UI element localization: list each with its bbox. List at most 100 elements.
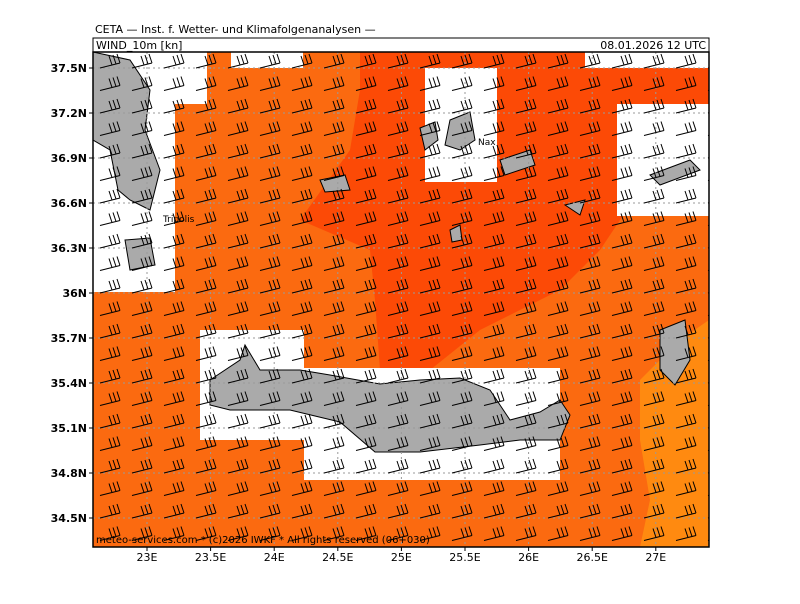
wind-barb [291, 76, 313, 91]
wind-barb [355, 233, 377, 249]
wind-barb [611, 211, 633, 226]
wind-barb [419, 481, 441, 496]
wind-barb [483, 233, 505, 249]
wind-barb [707, 539, 709, 541]
wind-barb [611, 98, 633, 114]
wind-barb [323, 526, 345, 541]
wind-barb [163, 256, 185, 271]
wind-barb [355, 481, 377, 496]
wind-barb [547, 166, 569, 181]
wind-barb [99, 368, 121, 384]
wind-barb [547, 413, 569, 429]
wind-barb [387, 98, 409, 114]
wind-barb [483, 458, 505, 474]
wind-barb [387, 436, 409, 451]
wind-barb [195, 368, 217, 384]
lat-tick-label: 36.3N [51, 242, 87, 255]
wind-barb [707, 449, 709, 451]
wind-barb [515, 503, 537, 519]
wind-barb [259, 391, 281, 406]
wind-barb [611, 53, 633, 69]
wind-barb [163, 481, 185, 496]
wind-barb [547, 323, 569, 339]
wind-barb [483, 256, 505, 271]
wind-barb [291, 526, 313, 541]
wind-barb [419, 278, 441, 294]
wind-barb [611, 503, 633, 519]
wind-barb [99, 526, 121, 541]
wind-barb [195, 53, 217, 69]
wind-barb [483, 481, 505, 496]
wind-barb [355, 503, 377, 519]
wind-barb [291, 211, 313, 226]
wind-barb [483, 436, 505, 451]
wind-barb [259, 188, 281, 204]
wind-barb [323, 143, 345, 159]
wind-barb [291, 53, 313, 69]
wind-barb [163, 323, 185, 339]
wind-barb [323, 76, 345, 91]
wind-barb [643, 301, 665, 316]
wind-barb [419, 323, 441, 339]
wind-barb [259, 323, 281, 339]
wind-barb [643, 526, 665, 541]
wind-barb [291, 278, 313, 294]
wind-barb [611, 166, 633, 181]
wind-barb [131, 503, 153, 519]
wind-barb [707, 179, 709, 181]
wind-barb [707, 359, 709, 361]
wind-barb [99, 278, 121, 294]
wind-barb [227, 503, 249, 519]
wind-barb [387, 458, 409, 474]
wind-barb [419, 166, 441, 181]
wind-barb [579, 458, 601, 474]
wind-barb [99, 53, 121, 69]
wind-barb [675, 53, 697, 69]
wind-barb [131, 323, 153, 339]
wind-barb [483, 166, 505, 181]
wind-barb [547, 436, 569, 451]
wind-barb [355, 143, 377, 159]
wind-barb [643, 98, 665, 114]
wind-barb [579, 233, 601, 249]
wind-barb [707, 472, 709, 474]
wind-barb [131, 436, 153, 451]
wind-barb [259, 143, 281, 159]
wind-barb [579, 323, 601, 339]
wind-barb [515, 301, 537, 316]
wind-barb [579, 526, 601, 541]
wind-barb [227, 278, 249, 294]
wind-barb [259, 166, 281, 181]
wind-barb [675, 368, 697, 384]
wind-barb [195, 121, 217, 136]
wind-barb [323, 233, 345, 249]
wind-barb [419, 301, 441, 316]
wind-barb [643, 188, 665, 204]
wind-barb [675, 121, 697, 136]
wind-barb [579, 53, 601, 69]
wind-barb [611, 76, 633, 91]
lat-tick-label: 35.7N [51, 332, 87, 345]
wind-barb [483, 301, 505, 316]
wind-barbs [99, 53, 709, 541]
wind-barb [611, 278, 633, 294]
wind-barb [707, 404, 709, 406]
wind-barb [131, 481, 153, 496]
wind-barb [579, 368, 601, 384]
wind-barb [451, 233, 473, 249]
wind-barb [611, 233, 633, 249]
wind-barb [355, 188, 377, 204]
wind-barb [163, 233, 185, 249]
wind-barb [611, 256, 633, 271]
wind-barb [547, 481, 569, 496]
wind-barb [387, 503, 409, 519]
wind-barb [131, 166, 153, 181]
wind-barb [451, 301, 473, 316]
wind-barb [323, 301, 345, 316]
lat-tick-label: 36.9N [51, 152, 87, 165]
wind-barb [547, 121, 569, 136]
wind-barb [707, 314, 709, 316]
wind-barb [675, 391, 697, 406]
wind-barb [579, 391, 601, 406]
wind-barb [515, 166, 537, 181]
